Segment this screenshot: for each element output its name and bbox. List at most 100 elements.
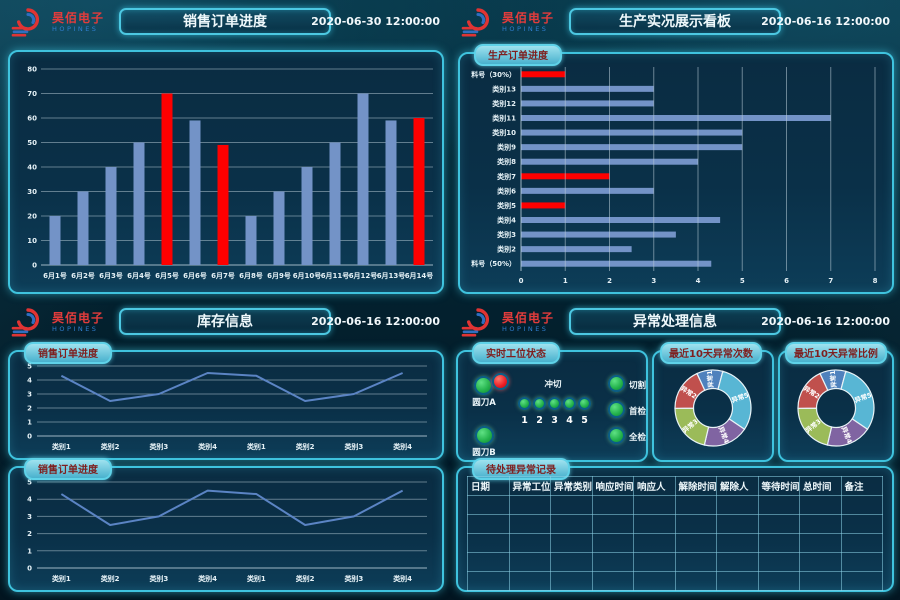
status-light-first-inspection xyxy=(608,401,625,418)
svg-text:类别3: 类别3 xyxy=(344,442,363,451)
svg-text:3: 3 xyxy=(651,277,656,285)
table-cell xyxy=(508,514,551,534)
company-logo: 昊佰电子 HOPINES xyxy=(10,307,104,337)
company-name: 昊佰电子 HOPINES xyxy=(502,311,554,334)
company-name-en: HOPINES xyxy=(52,324,99,333)
table-row xyxy=(467,533,883,553)
line-series xyxy=(60,372,404,402)
svg-text:6月12号: 6月12号 xyxy=(349,271,378,280)
svg-text:3: 3 xyxy=(27,513,32,521)
company-name-cn: 昊佰电子 xyxy=(52,10,105,25)
svg-text:类别8: 类别8 xyxy=(497,157,516,166)
svg-text:料号（50%）: 料号（50%） xyxy=(471,259,516,268)
alarm-light-round-knife-a xyxy=(492,373,509,390)
grid xyxy=(37,365,427,437)
svg-text:1: 1 xyxy=(563,277,568,285)
table-cell xyxy=(633,552,676,572)
svg-text:30: 30 xyxy=(27,188,37,196)
inventory-line-chart-bottom: 0 1 2 3 4 5 类别1 类别2 类别3 类别4 类别1 类别2 类别3 类别4 xyxy=(27,479,427,583)
panel-tab-inventory-top: 销售订单进度 xyxy=(24,342,112,364)
svg-text:类别11: 类别11 xyxy=(492,114,516,123)
inventory-line-chart-top: 0 1 2 3 4 5 类别1 类别2 类别3 类别4 类别1 类别2 类别3 类别4 xyxy=(27,363,427,451)
svg-text:类别2: 类别2 xyxy=(497,245,516,254)
logo-swirl-icon xyxy=(11,308,40,337)
svg-text:6月4号: 6月4号 xyxy=(127,271,151,280)
status-light-punch-4 xyxy=(563,397,576,410)
svg-text:6月13号: 6月13号 xyxy=(377,271,406,280)
table-cell xyxy=(674,571,717,591)
status-light-round-knife-a xyxy=(474,376,493,395)
table-cell xyxy=(799,571,842,591)
table-cell xyxy=(467,495,510,515)
station-label-cutting: 切割 xyxy=(629,381,647,391)
table-cell xyxy=(716,533,759,553)
donut-slice xyxy=(797,372,829,409)
svg-text:2: 2 xyxy=(27,405,32,413)
svg-text:类别4: 类别4 xyxy=(497,216,516,225)
svg-text:类别3: 类别3 xyxy=(149,574,168,583)
quadrant-production: 昊佰电子 HOPINES 生产实况展示看板 2020-06-16 12:00:0… xyxy=(450,0,900,300)
table-cell xyxy=(467,571,510,591)
svg-text:6月3号: 6月3号 xyxy=(99,271,123,280)
table-cell xyxy=(757,514,800,534)
grid xyxy=(41,68,433,266)
table-cell xyxy=(467,514,510,534)
table-cell xyxy=(757,571,800,591)
timestamp-exception: 2020-06-16 12:00:00 xyxy=(761,315,890,328)
svg-text:类别3: 类别3 xyxy=(149,442,168,451)
table-cell xyxy=(674,495,717,515)
svg-text:类别1: 类别1 xyxy=(52,574,71,583)
svg-text:类别7: 类别7 xyxy=(497,172,516,181)
svg-text:类别2: 类别2 xyxy=(296,442,315,451)
svg-text:料号（30%）: 料号（30%） xyxy=(471,70,516,79)
status-light-cutting xyxy=(608,375,625,392)
svg-text:40: 40 xyxy=(27,164,37,172)
exception-ratio-panel: 最近10天异常比例 异常1 异常5 异常4 异常3 异常2 xyxy=(778,342,894,462)
timestamp-production: 2020-06-16 12:00:00 xyxy=(761,15,890,28)
table-cell xyxy=(508,495,551,515)
punch-unit-number: 2 xyxy=(536,415,543,426)
svg-text:类别10: 类别10 xyxy=(492,128,516,137)
svg-text:6月2号: 6月2号 xyxy=(71,271,95,280)
table-cell xyxy=(550,552,593,572)
page-title-inventory: 库存信息 xyxy=(119,308,331,335)
company-name-cn: 昊佰电子 xyxy=(502,10,555,25)
exception-counts-panel: 最近10天异常次数 异常1 异常5 异常4 异常3 异常2 xyxy=(652,342,774,462)
station-label-full-inspection: 全检 xyxy=(629,433,647,443)
svg-text:4: 4 xyxy=(27,377,32,385)
panel-tab-donut-ratio: 最近10天异常比例 xyxy=(785,342,887,364)
svg-text:6: 6 xyxy=(784,277,789,285)
svg-text:6月10号: 6月10号 xyxy=(293,271,322,280)
header-production: 昊佰电子 HOPINES 生产实况展示看板 2020-06-16 12:00:0… xyxy=(450,0,900,46)
table-cell xyxy=(633,533,676,553)
panel-tab-inventory-bottom: 销售订单进度 xyxy=(24,458,112,480)
table-cell xyxy=(799,514,842,534)
svg-text:60: 60 xyxy=(27,115,37,123)
svg-text:5: 5 xyxy=(740,277,745,285)
svg-text:类别6: 类别6 xyxy=(497,186,516,195)
table-header-cell: 异常工位 xyxy=(508,476,551,496)
svg-text:0: 0 xyxy=(32,262,37,270)
table-cell xyxy=(508,533,551,553)
status-light-round-knife-b xyxy=(475,426,494,445)
status-light-punch-5 xyxy=(578,397,591,410)
quadrant-exception: 昊佰电子 HOPINES 异常处理信息 2020-06-16 12:00:00 … xyxy=(450,300,900,600)
grid xyxy=(520,67,876,271)
inventory-line-panel-top: 销售订单进度 0 1 2 3 4 5 类别1 类别2 类别3 类别4 类别1 类别2 类别3 类别4 xyxy=(8,342,444,460)
svg-text:6月14号: 6月14号 xyxy=(405,271,434,280)
punching-status-lights xyxy=(518,397,591,410)
table-cell xyxy=(840,533,883,553)
table-row xyxy=(467,552,883,572)
sales-chart-panel: 0 10 20 30 40 50 60 70 80 6月1号 6月2号 6月3号 6月4号 6月5号 6月6… xyxy=(8,50,444,294)
svg-text:异常1: 异常1 xyxy=(705,370,716,389)
svg-text:类别3: 类别3 xyxy=(497,230,516,239)
svg-text:6月11号: 6月11号 xyxy=(321,271,350,280)
inventory-line-panel-bottom: 销售订单进度 0 1 2 3 4 5 类别1 类别2 类别3 类别4 类别1 类别2 类别3 类别4 xyxy=(8,458,444,592)
svg-text:5: 5 xyxy=(27,363,32,371)
company-name-cn: 昊佰电子 xyxy=(502,310,555,325)
svg-text:0: 0 xyxy=(27,433,32,441)
production-hbar-chart: 料号（30%） 类别13 类别12 类别11 类别10 类别9 类别8 类别7 类别6 类别5 类别… xyxy=(471,67,878,285)
svg-text:20: 20 xyxy=(27,213,37,221)
